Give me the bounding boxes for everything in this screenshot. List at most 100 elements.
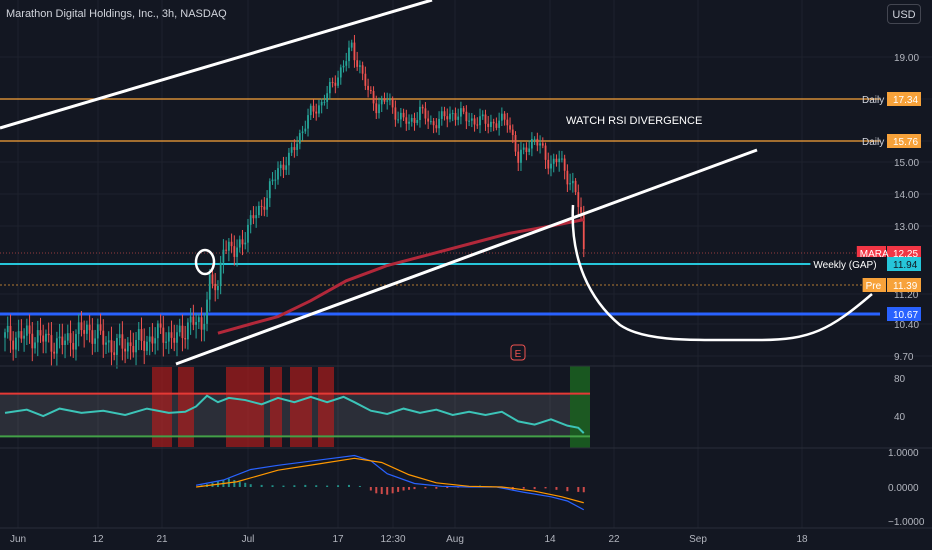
candle-body (132, 346, 135, 353)
time-tick-label: Aug (446, 534, 464, 545)
time-tick-label: 22 (608, 534, 620, 545)
candle-body (342, 65, 345, 68)
candle-body (367, 85, 369, 90)
candle-body (290, 147, 293, 153)
macd-histogram-bar (582, 487, 585, 493)
candle-body (165, 341, 167, 343)
candle-body (274, 179, 277, 181)
rsi-overbought-zone (152, 367, 172, 447)
candle-body (558, 158, 561, 163)
macd-histogram-bar (369, 487, 372, 491)
candle-body (410, 118, 413, 122)
macd-histogram-bar (386, 487, 389, 495)
candle-body (83, 330, 86, 334)
price-badge (887, 92, 921, 106)
time-tick-label: 12 (92, 534, 104, 545)
candle-body (454, 113, 457, 120)
candle-body (53, 351, 56, 354)
candle-body (563, 158, 566, 171)
candle-body (113, 352, 116, 355)
macd-histogram-bar (566, 487, 569, 492)
macd-histogram-bar (358, 485, 361, 487)
candle-body (116, 338, 118, 355)
candle-body (530, 138, 533, 149)
candle-body (105, 342, 107, 345)
macd-histogram-bar (375, 487, 378, 494)
candle-body (552, 158, 555, 164)
candle-body (17, 331, 20, 338)
macd-histogram-bar (522, 487, 525, 489)
time-axis[interactable]: Jun 12 21 Jul 17 12:30 Aug 14 22 Sep 18 (10, 534, 808, 545)
candle-body (9, 325, 12, 341)
candle-body (326, 93, 329, 102)
candle-body (421, 106, 424, 109)
earnings-marker[interactable]: E (510, 344, 526, 361)
candlestick-series (4, 34, 585, 369)
macd-histogram-bar (380, 487, 383, 494)
macd-histogram-bar (249, 484, 252, 487)
chart-title: Marathon Digital Holdings, Inc., 3h, NAS… (6, 8, 227, 20)
candle-body (569, 183, 572, 185)
candle-body (167, 332, 170, 342)
rsi-line (4, 394, 585, 434)
candle-body (408, 121, 410, 124)
macd-histogram-bar (271, 485, 274, 487)
candle-body (476, 124, 479, 126)
price-tick-label: 11.20 (894, 290, 919, 301)
highlight-circle[interactable] (194, 248, 216, 276)
candle-body (77, 322, 80, 335)
macd-axis[interactable]: 1.0000 0.0000 −1.0000 (888, 448, 925, 528)
candle-body (244, 242, 247, 245)
candle-body (6, 325, 9, 333)
candle-body (582, 212, 585, 250)
candle-body (405, 117, 408, 124)
candle-body (517, 151, 520, 163)
rsi-tick-label: 80 (894, 374, 906, 385)
candle-body (260, 205, 263, 207)
candle-body (249, 215, 252, 225)
candle-body (72, 342, 75, 350)
candle-body (110, 340, 113, 353)
candle-body (159, 323, 162, 328)
candle-body (309, 105, 312, 116)
candle-body (80, 322, 83, 331)
price-badge (887, 246, 921, 260)
macd-histogram-bar (326, 485, 329, 487)
time-tick-label: 21 (156, 534, 168, 545)
earnings-marker-label: E (515, 349, 522, 360)
macd-histogram-bar (238, 481, 241, 487)
candle-body (522, 147, 525, 150)
candle-body (263, 206, 266, 210)
candle-body (225, 249, 228, 251)
candle-body (268, 181, 271, 199)
candle-body (217, 285, 219, 291)
rsi-overbought-zone (226, 367, 264, 447)
candle-body (413, 118, 416, 123)
candle-body (525, 147, 528, 152)
candle-body (298, 133, 301, 144)
candle-body (148, 336, 151, 342)
rsi-axis[interactable]: 80 40 (894, 374, 906, 423)
candle-body (359, 65, 361, 67)
candle-body (389, 99, 391, 101)
candle-body (214, 283, 217, 291)
trend-line-upper[interactable] (0, 0, 433, 130)
candle-body (574, 180, 577, 193)
price-badge-value: 15.76 (893, 137, 918, 148)
candle-body (187, 322, 189, 340)
level-name-tag (862, 278, 886, 292)
trend-line-lower[interactable] (175, 148, 758, 366)
candle-body (66, 333, 69, 341)
candle-body (241, 239, 244, 245)
candle-body (126, 342, 129, 352)
candle-body (479, 116, 481, 126)
candle-body (378, 104, 380, 114)
projection-curve[interactable] (571, 204, 873, 342)
price-badge (887, 307, 921, 321)
price-badge (887, 257, 921, 271)
level-name-tag (856, 246, 886, 260)
candle-body (492, 121, 495, 124)
currency-button[interactable]: USD (887, 4, 921, 24)
rsi-tick-label: 40 (894, 412, 906, 423)
